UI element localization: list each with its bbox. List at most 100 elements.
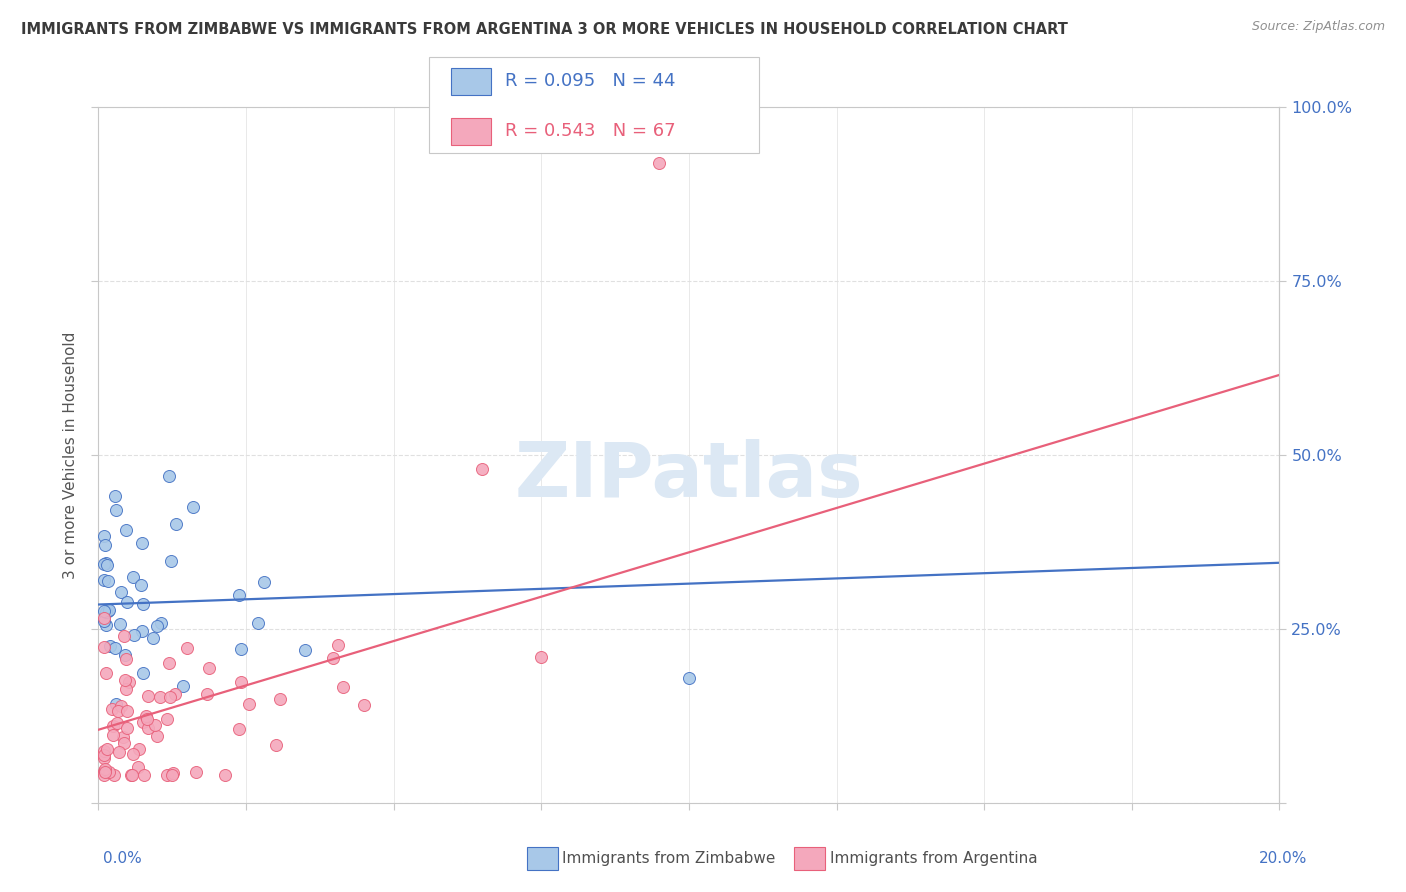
Point bbox=[104, 697, 127, 711]
Text: 0.0%: 0.0% bbox=[103, 851, 142, 865]
Point bbox=[105, 715, 128, 730]
Point bbox=[530, 649, 553, 664]
Point bbox=[97, 603, 120, 617]
Point bbox=[115, 595, 138, 609]
Point bbox=[115, 705, 138, 719]
Point bbox=[128, 742, 150, 756]
Point bbox=[184, 765, 207, 780]
Point bbox=[115, 722, 138, 736]
Point bbox=[183, 500, 205, 514]
Point bbox=[214, 768, 236, 782]
Point bbox=[294, 642, 316, 657]
Point bbox=[96, 558, 118, 573]
Point bbox=[160, 554, 183, 568]
Point bbox=[471, 462, 494, 476]
Point bbox=[94, 666, 117, 681]
Point bbox=[121, 768, 143, 782]
Point bbox=[127, 760, 149, 774]
Point bbox=[104, 640, 127, 655]
Point bbox=[101, 719, 124, 733]
Text: R = 0.095   N = 44: R = 0.095 N = 44 bbox=[505, 72, 675, 90]
Point bbox=[162, 768, 184, 782]
Point bbox=[112, 730, 135, 744]
Y-axis label: 3 or more Vehicles in Household: 3 or more Vehicles in Household bbox=[63, 331, 79, 579]
Point bbox=[172, 679, 194, 693]
Point bbox=[112, 736, 135, 750]
Point bbox=[93, 768, 115, 782]
Point bbox=[96, 617, 118, 632]
Point bbox=[149, 615, 172, 630]
Point bbox=[93, 529, 115, 543]
Point bbox=[143, 718, 166, 732]
Text: Immigrants from Zimbabwe: Immigrants from Zimbabwe bbox=[562, 851, 776, 865]
Point bbox=[97, 603, 120, 617]
Point bbox=[136, 721, 159, 735]
Point bbox=[121, 570, 143, 584]
Point bbox=[146, 729, 169, 743]
Point bbox=[93, 640, 115, 654]
Point bbox=[117, 674, 139, 689]
Point bbox=[101, 702, 124, 716]
Point bbox=[114, 523, 136, 537]
Point bbox=[96, 741, 118, 756]
Text: ZIPatlas: ZIPatlas bbox=[515, 439, 863, 513]
Point bbox=[107, 704, 129, 718]
Point bbox=[129, 578, 152, 592]
Point bbox=[132, 597, 155, 611]
Point bbox=[114, 648, 136, 663]
Point bbox=[197, 661, 219, 675]
Point bbox=[110, 585, 132, 599]
Text: Immigrants from Argentina: Immigrants from Argentina bbox=[830, 851, 1038, 865]
Point bbox=[332, 680, 354, 694]
Text: 20.0%: 20.0% bbox=[1260, 851, 1308, 865]
Point bbox=[122, 747, 145, 761]
Point bbox=[104, 503, 127, 517]
Point bbox=[253, 575, 276, 590]
Point bbox=[94, 762, 117, 776]
Point bbox=[93, 615, 115, 629]
Point bbox=[163, 687, 186, 701]
Point bbox=[155, 768, 177, 782]
Point bbox=[107, 746, 129, 760]
Text: Source: ZipAtlas.com: Source: ZipAtlas.com bbox=[1251, 20, 1385, 33]
Point bbox=[176, 641, 198, 656]
Point bbox=[94, 605, 117, 619]
Point bbox=[238, 697, 260, 711]
Point bbox=[229, 641, 252, 656]
Point bbox=[228, 722, 250, 736]
Point bbox=[93, 557, 115, 571]
Point bbox=[326, 638, 349, 652]
Point bbox=[132, 768, 155, 782]
Point bbox=[353, 698, 375, 713]
Point bbox=[93, 765, 115, 780]
Text: IMMIGRANTS FROM ZIMBABWE VS IMMIGRANTS FROM ARGENTINA 3 OR MORE VEHICLES IN HOUS: IMMIGRANTS FROM ZIMBABWE VS IMMIGRANTS F… bbox=[21, 22, 1069, 37]
Point bbox=[145, 619, 167, 633]
Point bbox=[115, 652, 138, 666]
Point bbox=[98, 640, 121, 654]
Point bbox=[93, 538, 115, 552]
Point bbox=[136, 713, 159, 727]
Point bbox=[96, 556, 118, 570]
Point bbox=[678, 671, 700, 685]
Point bbox=[93, 764, 115, 778]
Point bbox=[149, 690, 172, 705]
Text: R = 0.543   N = 67: R = 0.543 N = 67 bbox=[505, 122, 675, 140]
Point bbox=[104, 489, 127, 503]
Point bbox=[131, 624, 153, 638]
Point bbox=[120, 768, 142, 782]
Point bbox=[101, 728, 124, 742]
Point bbox=[157, 468, 180, 483]
Point bbox=[93, 611, 115, 625]
Point bbox=[93, 744, 115, 758]
Point bbox=[115, 681, 138, 696]
Point bbox=[93, 747, 115, 762]
Point bbox=[159, 690, 181, 705]
Point bbox=[114, 673, 136, 688]
Point bbox=[93, 750, 115, 764]
Point bbox=[108, 616, 131, 631]
Point bbox=[131, 666, 153, 681]
Point bbox=[131, 536, 153, 550]
Point bbox=[135, 708, 157, 723]
Point bbox=[93, 604, 115, 618]
Point bbox=[97, 574, 120, 588]
